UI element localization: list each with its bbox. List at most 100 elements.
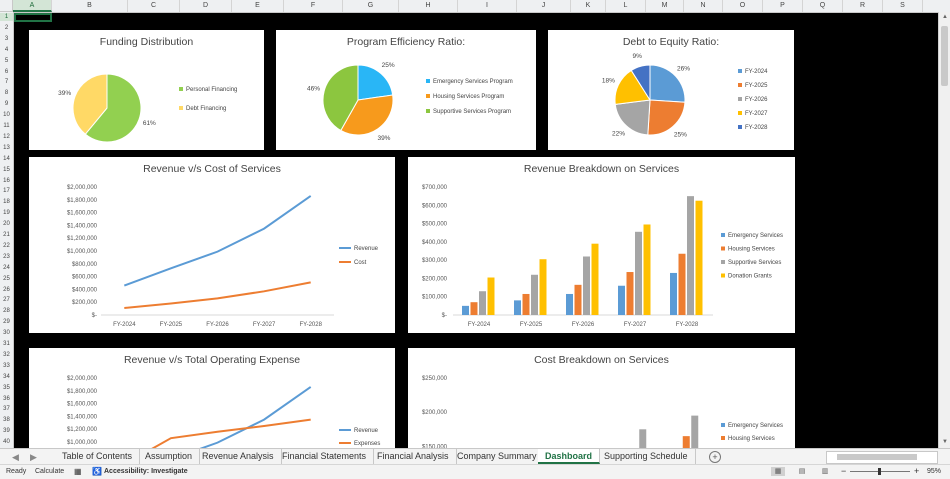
row-header-21[interactable]: 21 [3, 232, 10, 238]
column-header-g[interactable]: G [343, 0, 399, 12]
row-header-20[interactable]: 20 [3, 221, 10, 228]
add-sheet-button[interactable]: + [709, 451, 721, 463]
column-header-k[interactable]: K [571, 0, 606, 12]
sheet-tab-table-of-contents[interactable]: Table of Contents [55, 449, 141, 464]
status-calculate[interactable]: Calculate [35, 468, 65, 475]
row-header-28[interactable]: 28 [3, 308, 10, 315]
column-header-n[interactable]: N [684, 0, 723, 12]
horizontal-scrollbar[interactable] [826, 451, 938, 464]
row-header-4[interactable]: 4 [4, 46, 9, 53]
sheet-tab-revenue-analysis[interactable]: Revenue Analysis [195, 449, 282, 464]
column-header-r[interactable]: R [843, 0, 883, 12]
row-header-11[interactable]: 11 [3, 123, 10, 129]
sheet-tab-supporting-schedule[interactable]: Supporting Schedule [597, 449, 696, 464]
sheet-tab-assumption[interactable]: Assumption [138, 449, 201, 464]
column-header-q[interactable]: Q [803, 0, 843, 12]
column-header-j[interactable]: J [517, 0, 571, 12]
row-header-19[interactable]: 19 [3, 210, 10, 217]
column-header-s[interactable]: S [883, 0, 923, 12]
vertical-scrollbar[interactable]: ▲ ▼ [938, 12, 950, 448]
row-header-6[interactable]: 6 [4, 68, 9, 75]
row-header-32[interactable]: 32 [3, 351, 10, 358]
zoom-in-button[interactable]: + [914, 466, 920, 476]
column-header-d[interactable]: D [180, 0, 232, 12]
scroll-down-icon[interactable]: ▼ [942, 439, 948, 445]
row-header-1[interactable]: 1 [0, 13, 13, 21]
row-header-9[interactable]: 9 [4, 101, 9, 108]
sheet-tab-financial-statements[interactable]: Financial Statements [275, 449, 375, 464]
column-header-p[interactable]: P [763, 0, 803, 12]
row-header-16[interactable]: 16 [3, 177, 10, 184]
row-header-8[interactable]: 8 [4, 90, 9, 97]
column-header-m[interactable]: M [646, 0, 684, 12]
column-header-o[interactable]: O [723, 0, 763, 12]
page-layout-view-icon[interactable]: ▤ [798, 468, 806, 475]
column-header-h[interactable]: H [399, 0, 458, 12]
row-header-39[interactable]: 39 [3, 428, 10, 435]
row-header-30[interactable]: 30 [3, 330, 10, 337]
row-header-7[interactable]: 7 [4, 79, 9, 86]
zoom-level[interactable]: 95% [927, 468, 942, 475]
active-cell-a1[interactable] [14, 13, 52, 22]
row-header-26[interactable]: 26 [3, 286, 10, 293]
row-header-34[interactable]: 34 [3, 373, 10, 380]
normal-view-icon[interactable]: ▦ [771, 467, 785, 476]
accessibility-icon[interactable]: ♿ [92, 467, 102, 476]
column-header-c[interactable]: C [128, 0, 180, 12]
row-header-13[interactable]: 13 [3, 144, 10, 151]
data-label: 39% [58, 90, 71, 97]
zoom-out-button[interactable]: − [841, 466, 847, 476]
row-header-24[interactable]: 24 [3, 264, 10, 271]
chart-cost-breakdown-on-services[interactable]: Cost Breakdown on Services $150,000 $200,0… [408, 348, 795, 448]
row-header-17[interactable]: 17 [3, 188, 10, 195]
select-all-corner[interactable] [0, 0, 13, 12]
page-break-view-icon[interactable]: ▥ [821, 468, 829, 475]
sheet-tab-company-summary[interactable]: Company Summary [450, 449, 545, 464]
row-header-31[interactable]: 31 [3, 341, 10, 347]
scroll-up-icon[interactable]: ▲ [942, 14, 948, 20]
column-header-l[interactable]: L [606, 0, 646, 12]
row-header-23[interactable]: 23 [3, 253, 10, 260]
macro-record-icon[interactable]: ▦ [74, 467, 82, 476]
row-header-18[interactable]: 18 [3, 199, 10, 206]
next-sheet-icon[interactable]: ▶ [30, 452, 37, 462]
column-header-b[interactable]: B [52, 0, 128, 12]
row-header-27[interactable]: 27 [3, 297, 10, 304]
row-header-37[interactable]: 37 [3, 406, 10, 413]
row-header-40[interactable]: 40 [3, 439, 10, 446]
column-header-e[interactable]: E [232, 0, 284, 12]
chart-revenue-breakdown-on-services[interactable]: Revenue Breakdown on Services $- $100,000 $… [408, 157, 795, 333]
row-header-29[interactable]: 29 [3, 319, 10, 326]
chart-revenue-vs-cost-of-services[interactable]: Revenue v/s Cost of Services $- $200,000 $4… [29, 157, 395, 333]
column-header-i[interactable]: I [458, 0, 517, 12]
column-header-f[interactable]: F [284, 0, 343, 12]
chart-program-efficiency-ratio[interactable]: Program Efficiency Ratio: 25% 39% 46% Emerge… [276, 30, 536, 150]
chart-funding-distribution[interactable]: Funding Distribution 61% 39% Personal Finan… [29, 30, 264, 150]
bar-supportive-services-fy-2028 [691, 415, 699, 448]
row-header-36[interactable]: 36 [3, 395, 10, 402]
row-header-12[interactable]: 12 [3, 133, 10, 140]
row-header-22[interactable]: 22 [3, 242, 10, 249]
sheet-tab-financial-analysis[interactable]: Financial Analysis [370, 449, 457, 464]
row-header-38[interactable]: 38 [3, 417, 10, 424]
row-header-33[interactable]: 33 [3, 362, 10, 369]
sheet-tab-dashboard[interactable]: Dashboard [538, 449, 601, 464]
row-header-35[interactable]: 35 [3, 384, 10, 391]
column-header-a[interactable]: A [13, 0, 52, 12]
status-accessibility[interactable]: Accessibility: Investigate [104, 468, 188, 475]
zoom-slider-knob[interactable] [878, 468, 881, 475]
row-header-3[interactable]: 3 [4, 35, 9, 42]
row-header-10[interactable]: 10 [3, 112, 10, 119]
row-header-5[interactable]: 5 [4, 57, 9, 64]
row-header-2[interactable]: 2 [4, 24, 9, 31]
row-header-25[interactable]: 25 [3, 275, 10, 282]
vertical-scroll-thumb[interactable] [941, 26, 948, 86]
chart-debt-to-equity-ratio[interactable]: Debt to Equity Ratio: 26% 25% 22% 18% 9% FY-20… [548, 30, 794, 150]
prev-sheet-icon[interactable]: ◀ [12, 452, 19, 462]
chart-revenue-vs-total-operating-expense[interactable]: Revenue v/s Total Operating Expense $1,00… [29, 348, 395, 448]
horizontal-scroll-thumb[interactable] [837, 454, 917, 460]
bar-supportive-services-fy-2027 [635, 231, 642, 315]
row-header-14[interactable]: 14 [3, 155, 10, 162]
row-header-15[interactable]: 15 [3, 166, 10, 173]
